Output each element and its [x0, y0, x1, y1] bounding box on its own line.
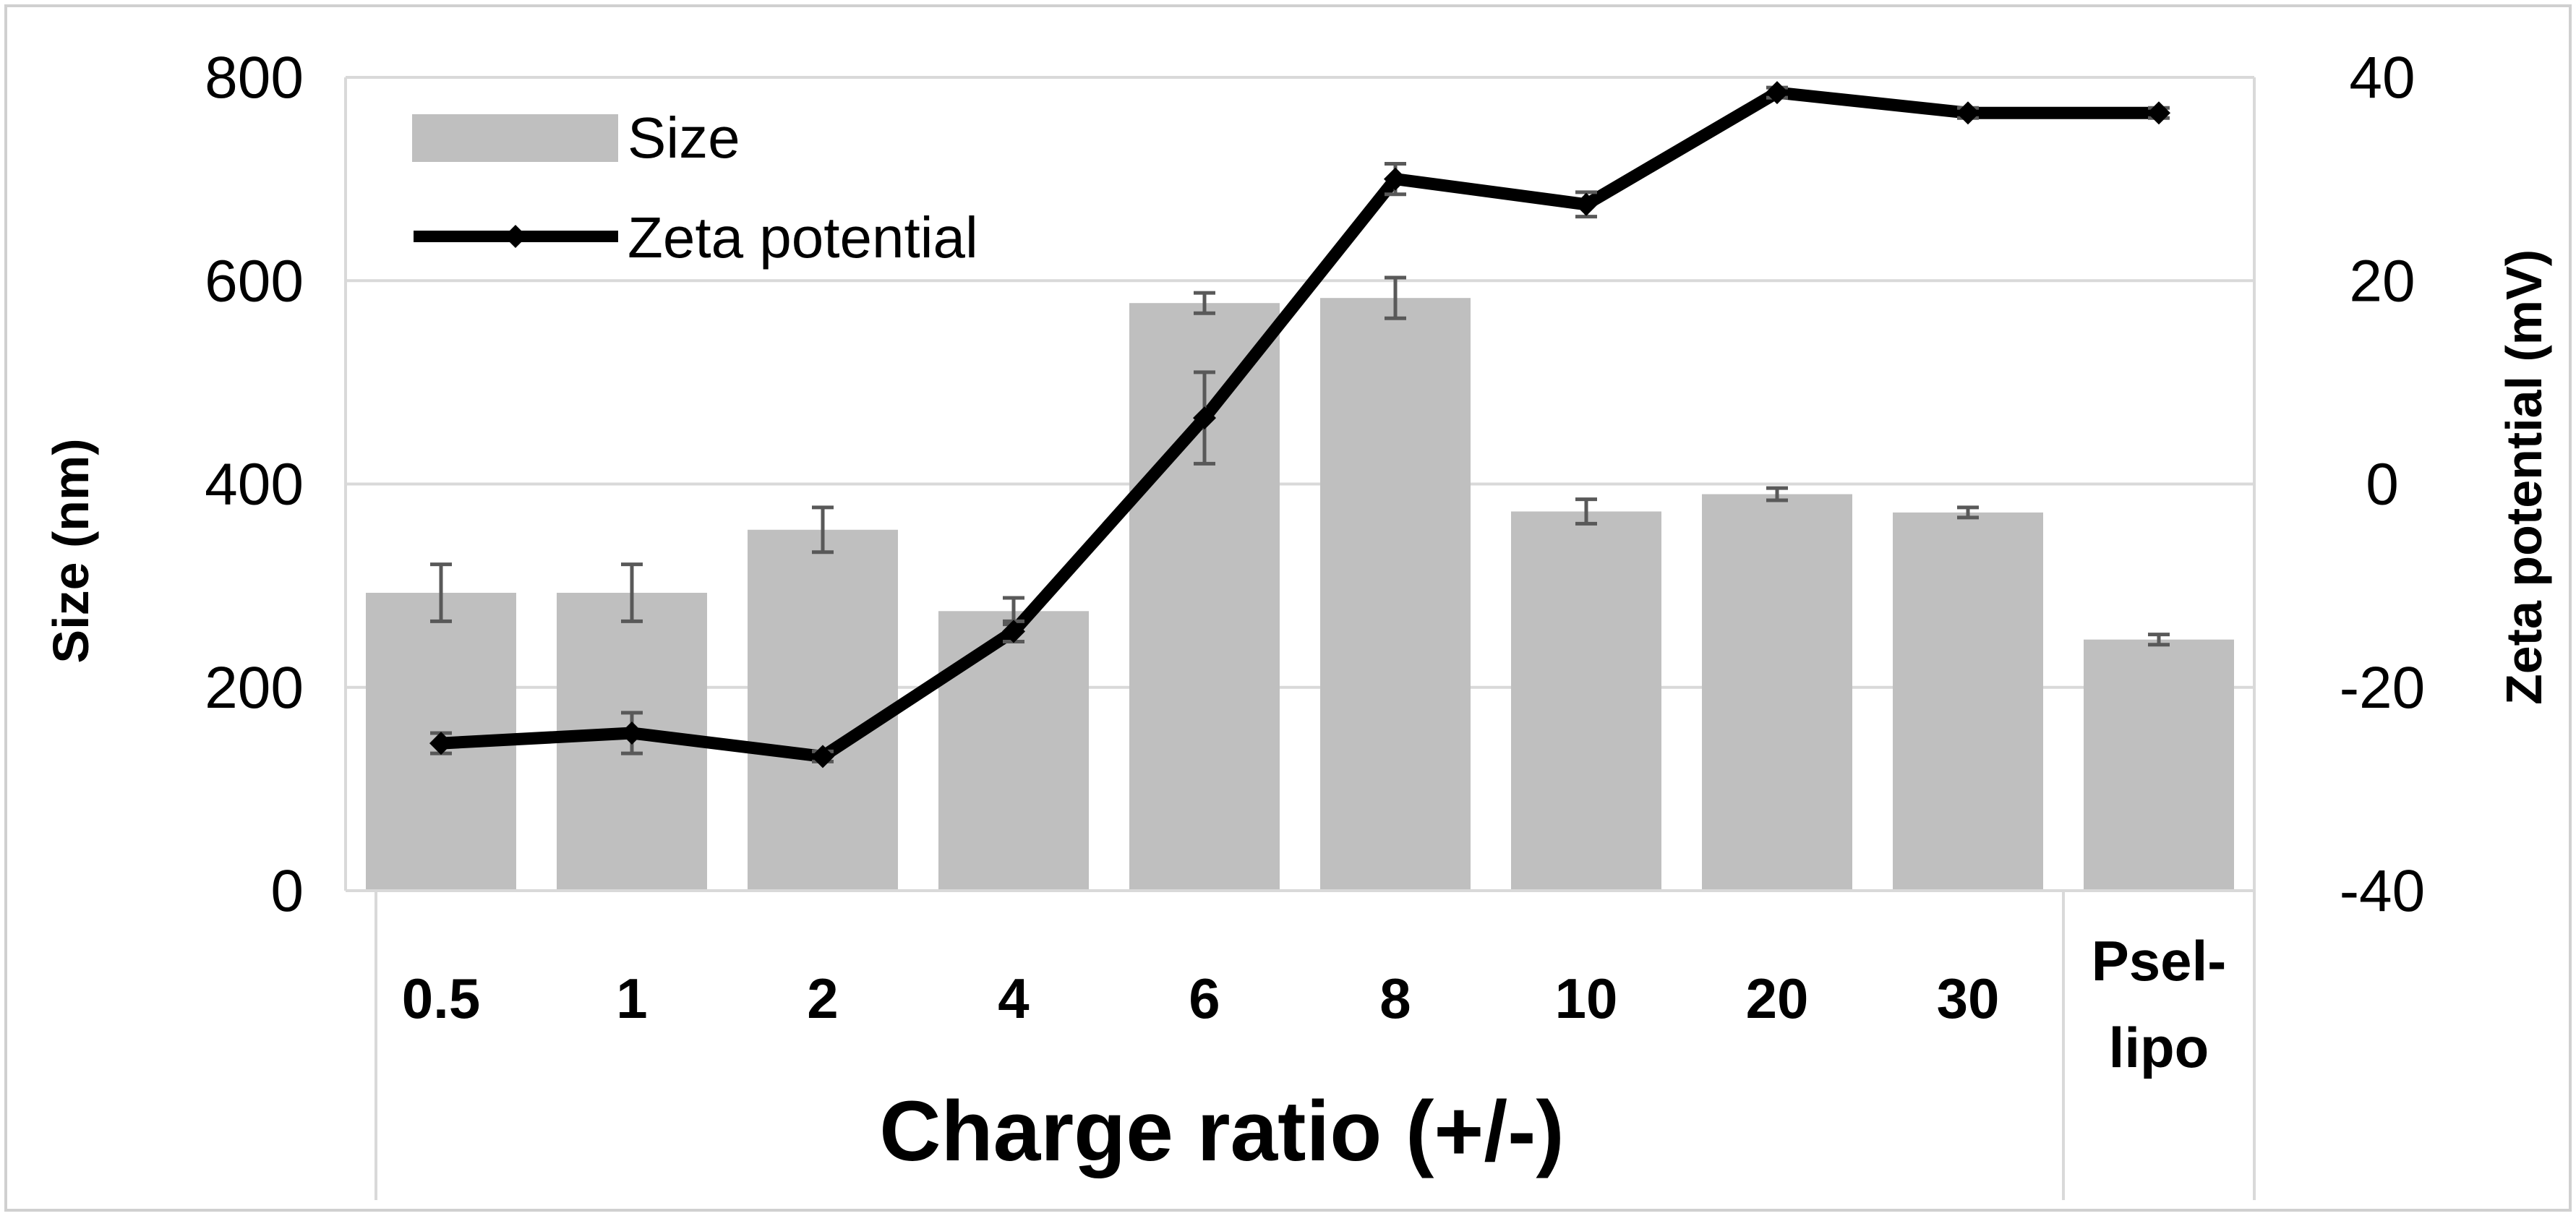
zeta-point [1193, 406, 1216, 430]
legend: Size Zeta potential [412, 106, 978, 270]
category-label: 1 [616, 967, 647, 1030]
category-label-line: 6 [1189, 967, 1220, 1030]
size-bar [938, 611, 1089, 891]
zeta-line-path [440, 86, 2159, 763]
legend-size-label: Size [628, 106, 740, 170]
category-label-line: 8 [1379, 967, 1411, 1030]
right-tick-label: -40 [2340, 858, 2426, 924]
category-label: 8 [1379, 967, 1411, 1030]
category-label-line: 10 [1555, 967, 1618, 1030]
right-tick-label: 40 [2349, 45, 2415, 111]
category-label: Psel-lipo [2092, 929, 2226, 1079]
left-tick-label: 600 [205, 248, 304, 314]
category-label: 20 [1746, 967, 1809, 1030]
zeta-point [1766, 81, 1789, 105]
legend-zeta-marker [504, 225, 527, 248]
right-axis-ticks: -40 -20 0 20 40 [2340, 45, 2426, 924]
category-label-line: 0.5 [402, 967, 480, 1030]
size-error-bars [430, 275, 2170, 647]
category-label-line: 4 [998, 967, 1029, 1030]
left-axis-ticks: 0 200 400 600 800 [205, 45, 304, 924]
category-label: 0.5 [402, 967, 480, 1030]
left-tick-label: 200 [205, 655, 304, 721]
zeta-point [1002, 620, 1025, 643]
size-bar [748, 529, 898, 891]
x-axis-title: Charge ratio (+/-) [879, 1084, 1564, 1179]
legend-zeta-label: Zeta potential [628, 205, 978, 270]
category-label-line: 20 [1746, 967, 1809, 1030]
category-label-line: Psel- [2092, 929, 2226, 993]
category-label: 10 [1555, 967, 1618, 1030]
category-axis-labels: 0.5 1 2 4 6 8 10 20 30 Psel-lipo [402, 929, 2226, 1079]
zeta-point [1956, 101, 1980, 125]
category-label-line: lipo [2109, 1016, 2209, 1079]
size-bar [1320, 298, 1471, 891]
right-axis-title: Zeta potential (mV) [2496, 249, 2552, 705]
size-bar [1511, 511, 1661, 891]
zeta-point [811, 745, 834, 768]
category-label: 6 [1189, 967, 1220, 1030]
size-bar [1893, 512, 2043, 891]
zeta-point [620, 722, 643, 745]
right-tick-label: 20 [2349, 248, 2415, 314]
category-label-line: 1 [616, 967, 647, 1030]
axes [344, 77, 2256, 1200]
left-tick-label: 400 [205, 452, 304, 518]
zeta-point [1384, 167, 1407, 191]
category-label: 4 [998, 967, 1029, 1030]
right-tick-label: -20 [2340, 655, 2426, 721]
category-label: 2 [807, 967, 838, 1030]
zeta-point [2147, 101, 2170, 125]
zeta-potential-line [429, 81, 2170, 768]
left-tick-label: 800 [205, 45, 304, 111]
legend-size-swatch [412, 114, 618, 162]
zeta-point [429, 732, 453, 755]
right-tick-label: 0 [2366, 452, 2399, 518]
zeta-point [1575, 192, 1598, 216]
size-bar [1702, 494, 1852, 891]
left-tick-label: 0 [270, 858, 304, 924]
size-bar [2084, 639, 2234, 891]
category-label-line: 2 [807, 967, 838, 1030]
left-axis-title: Size (nm) [43, 438, 99, 663]
category-label: 30 [1937, 967, 2000, 1030]
category-label-line: 30 [1937, 967, 2000, 1030]
